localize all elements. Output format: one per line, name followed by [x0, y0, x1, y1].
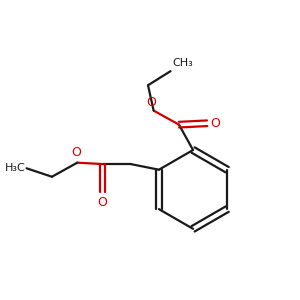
- Text: O: O: [146, 96, 156, 109]
- Text: O: O: [71, 146, 81, 159]
- Text: H₃C: H₃C: [4, 163, 25, 173]
- Text: CH₃: CH₃: [172, 58, 193, 68]
- Text: O: O: [211, 117, 220, 130]
- Text: O: O: [98, 196, 107, 209]
